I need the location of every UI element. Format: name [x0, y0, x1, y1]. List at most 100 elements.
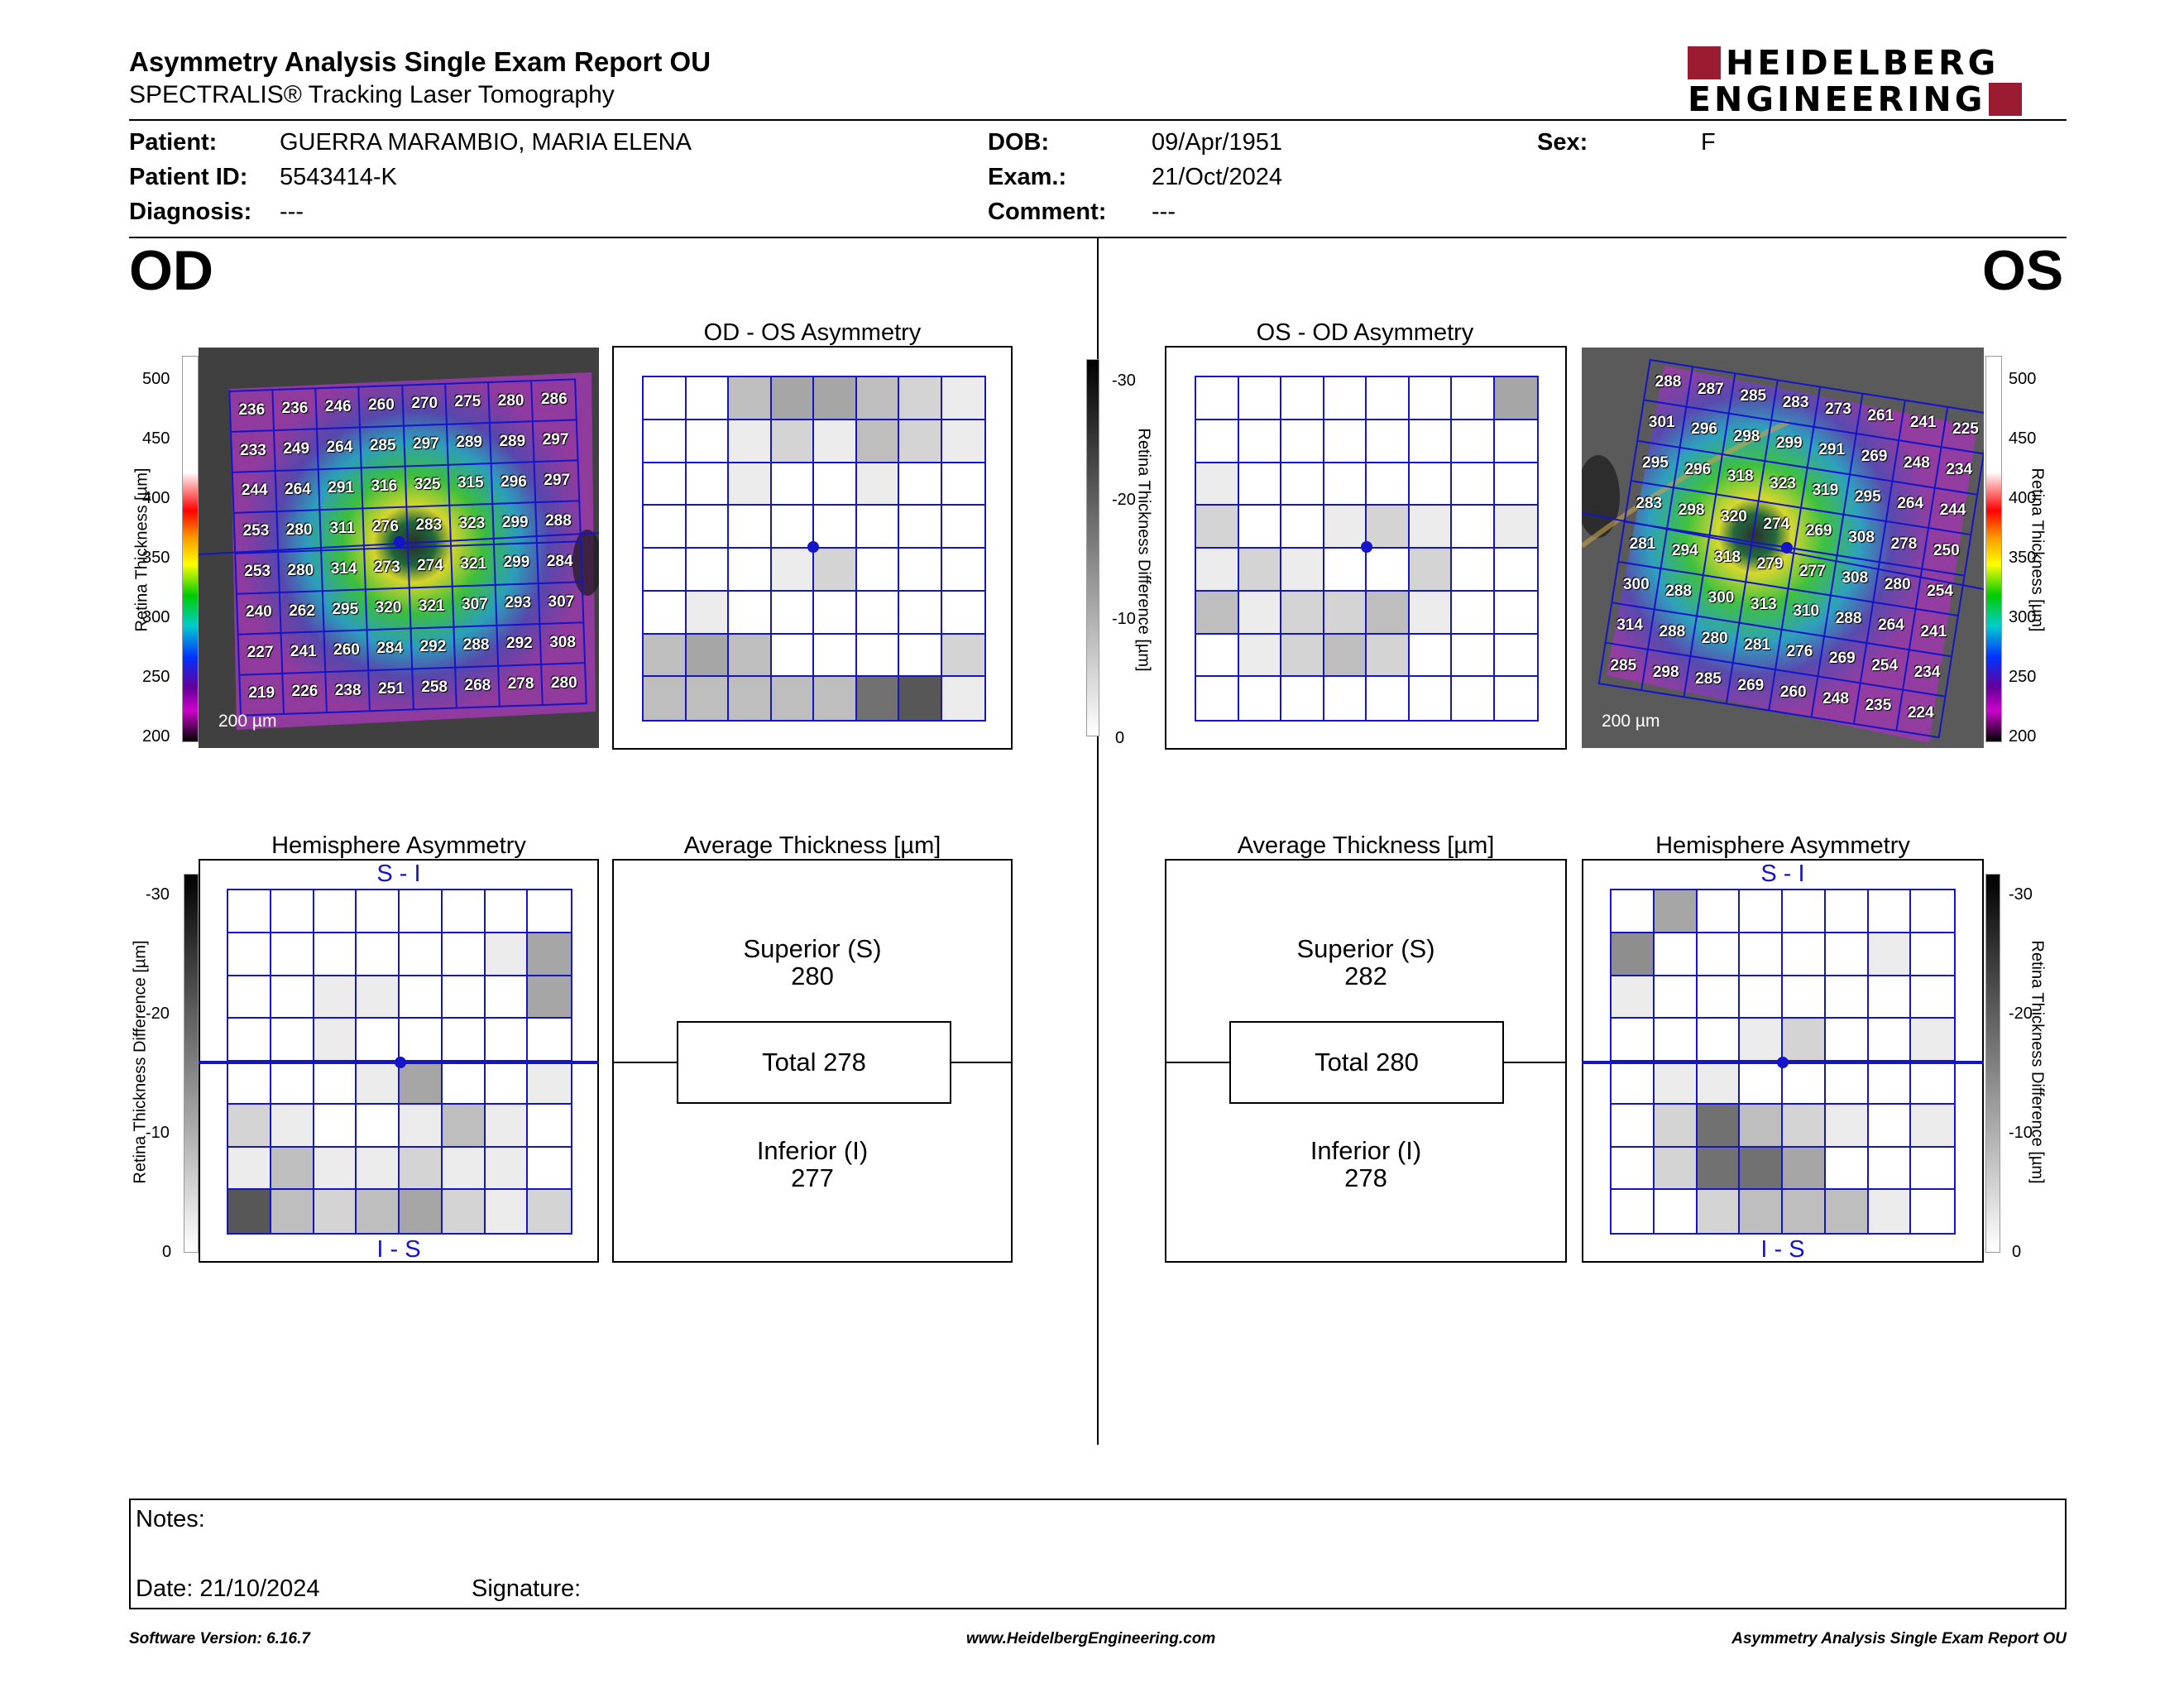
- os-hemi-cell: [1868, 1104, 1912, 1148]
- sex-label: Sex:: [1537, 129, 1588, 156]
- od-hemi-cell: [228, 933, 271, 976]
- od-hemi-cell: [228, 1104, 271, 1148]
- patient-divider: [129, 237, 2067, 238]
- od-hemi-cell: [442, 933, 486, 976]
- od-thickness-value: 264: [326, 438, 353, 456]
- od-asym-cell: [814, 549, 857, 592]
- os-asym-cell: [1452, 549, 1495, 592]
- od-thickness-value: 262: [289, 602, 315, 620]
- os-asym-cell: [1367, 677, 1410, 720]
- os-asym-cell: [1238, 677, 1281, 720]
- os-thickness-value: 276: [1786, 643, 1813, 661]
- os-thickness-value: 314: [1616, 616, 1643, 634]
- od-thickness-value: 236: [281, 399, 309, 417]
- od-asym-cell: [814, 377, 857, 420]
- os-hemi-cell: [1740, 890, 1783, 933]
- od-hemi-cell: [485, 1104, 529, 1148]
- od-hemi-cell: [271, 1062, 314, 1105]
- od-hemi-cell: [314, 976, 357, 1019]
- os-thickness-value: 264: [1878, 616, 1904, 634]
- od-thickness-value: 295: [332, 600, 359, 618]
- od-asym-cell: [899, 634, 942, 678]
- od-hemi-cell: [400, 1104, 443, 1148]
- od-hemi-cell: [485, 976, 529, 1019]
- od-hemi-cell: [400, 1062, 443, 1105]
- os-hemi-cell: [1697, 1147, 1741, 1191]
- os-thickness-value: 288: [1835, 609, 1862, 627]
- os-thickness-value: 224: [1907, 703, 1934, 722]
- od-hemi-cell: [357, 1147, 400, 1191]
- od-asym-cell: [941, 634, 984, 678]
- od-thickness-value: 284: [376, 639, 404, 657]
- os-thickness-value: 244: [1939, 501, 1966, 520]
- od-hemi-cell: [314, 1062, 357, 1105]
- os-thickness-value: 281: [1744, 636, 1770, 655]
- od-thickness-value: 284: [546, 552, 573, 570]
- os-asym-cell: [1196, 677, 1239, 720]
- os-thickness-value: 235: [1865, 697, 1892, 715]
- os-thickness-value: 298: [1652, 663, 1679, 681]
- os-asym-cell: [1324, 549, 1367, 592]
- od-thickness-value: 315: [457, 474, 484, 492]
- os-asym-cell: [1494, 377, 1537, 420]
- center-diff-axis-title: Retina Thickness Difference [µm]: [1134, 428, 1153, 672]
- od-hemi-bottom-label: I - S: [376, 1236, 421, 1263]
- od-hemi-cell: [357, 1104, 400, 1148]
- od-superior-label: Superior (S): [743, 934, 882, 963]
- os-thickness-value: 225: [1952, 420, 1979, 439]
- od-asym-cell: [729, 377, 772, 420]
- od-thickness-value: 236: [238, 400, 266, 419]
- od-asym-cell: [686, 377, 729, 420]
- od-cbar-tick: 450: [142, 429, 170, 448]
- diagnosis-value: ---: [280, 199, 304, 225]
- od-cbar-tick: 250: [142, 668, 170, 686]
- os-asym-cell: [1367, 591, 1410, 635]
- os-asym-cell: [1324, 634, 1367, 678]
- os-asym-cell: [1238, 420, 1281, 463]
- os-cbar-tick: 400: [2009, 489, 2037, 507]
- dob-value: 09/Apr/1951: [1152, 129, 1283, 156]
- od-hemi-cell: [228, 1190, 271, 1233]
- od-hemi-cell: [357, 1062, 400, 1105]
- os-thickness-value: 323: [1770, 474, 1796, 492]
- os-asym-cell: [1324, 677, 1367, 720]
- od-hemi-cell: [400, 976, 443, 1019]
- report-title: Asymmetry Analysis Single Exam Report OU: [129, 46, 711, 77]
- od-cbar-tick: 200: [142, 727, 170, 746]
- od-thickness-value: 320: [375, 598, 402, 616]
- od-asym-cell: [729, 591, 772, 635]
- od-asym-cell: [899, 549, 942, 592]
- os-thickness-value: 234: [1913, 663, 1941, 681]
- os-hemi-cell: [1654, 1062, 1698, 1105]
- os-hemi-cell: [1783, 1019, 1826, 1062]
- od-hemi-cell: [528, 1062, 571, 1105]
- od-hemi-cell: [314, 1190, 357, 1233]
- od-thickness-axis-title: Retina Thickness [µm]: [132, 468, 151, 632]
- od-hemi-cell: [442, 890, 486, 933]
- od-hemi-colorbar: [184, 874, 199, 1253]
- os-asym-cell: [1409, 591, 1452, 635]
- od-asym-cell: [941, 463, 984, 506]
- od-hemi-cell: [314, 933, 357, 976]
- os-hemi-cell: [1654, 890, 1698, 933]
- os-asym-cell: [1409, 506, 1452, 549]
- od-asym-cell: [814, 591, 857, 635]
- od-hemi-title: Hemisphere Asymmetry: [271, 832, 526, 859]
- os-hemi-tick: -10: [2009, 1124, 2033, 1142]
- od-hemi-cell: [528, 1019, 571, 1062]
- od-fundus-image: 236 236 246 260 270 275 280 286 233 249 264 285 297 2…: [199, 348, 599, 748]
- od-thickness-value: 308: [549, 633, 576, 651]
- od-hemi-cell: [528, 1190, 571, 1233]
- os-thickness-value: 308: [1848, 528, 1875, 546]
- od-hemi-cell: [314, 1104, 357, 1148]
- notes-box[interactable]: [129, 1499, 2067, 1609]
- os-asym-cell: [1494, 420, 1537, 463]
- od-thickness-value: 297: [542, 430, 569, 448]
- od-thickness-value: 270: [411, 395, 438, 413]
- os-thickness-value: 288: [1659, 622, 1686, 640]
- od-hemi-cell: [442, 1104, 486, 1148]
- od-hemi-cell: [400, 1190, 443, 1233]
- od-thickness-value: 258: [421, 679, 448, 697]
- os-hemi-cell: [1740, 1190, 1783, 1233]
- od-thickness-value: 240: [246, 603, 272, 621]
